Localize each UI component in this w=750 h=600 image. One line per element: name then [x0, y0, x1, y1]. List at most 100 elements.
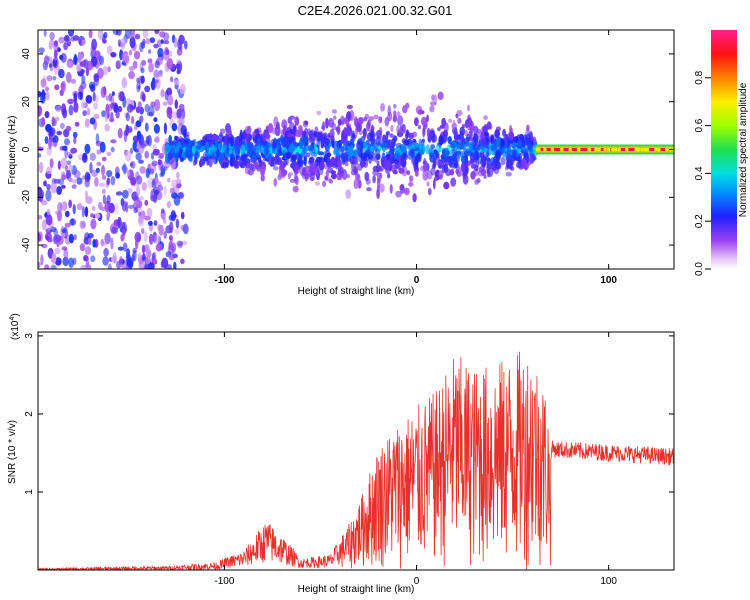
spectrogram-cell	[376, 163, 380, 173]
spectrogram-cell	[80, 100, 86, 109]
spectrogram-cell	[161, 88, 165, 97]
spectrogram-cell	[370, 145, 375, 153]
spectrogram-cell	[356, 139, 361, 150]
spectrogram-cell	[91, 205, 96, 211]
spectrogram-cell	[320, 163, 325, 169]
spectrogram-cell	[287, 133, 293, 138]
spectrogram-cell	[45, 91, 50, 101]
spectrogram-cell	[81, 205, 85, 218]
spectrogram-cell	[161, 208, 165, 214]
spectrogram-cell	[169, 187, 175, 194]
spectrogram-cell	[353, 178, 359, 190]
colorbar-label: Normalized spectral amplitude	[738, 82, 749, 217]
spectrogram-cell	[414, 117, 419, 127]
spectrogram-cell	[587, 147, 592, 152]
spectrogram-cell	[95, 133, 100, 145]
spectrogram-cell	[543, 147, 547, 152]
spectrogram-cell	[176, 240, 184, 247]
snr-y-label: SNR (10 * v/v)	[7, 420, 18, 484]
spectrogram-cell	[109, 117, 115, 123]
spectrogram-cell	[73, 101, 79, 113]
spectrogram-cell	[178, 191, 185, 199]
spectrogram-cell	[283, 139, 288, 145]
spectrogram-cell	[79, 52, 84, 60]
spectrogram-cell	[125, 112, 130, 122]
spectrogram-cell	[485, 137, 489, 144]
spectrogram-cell	[322, 180, 327, 188]
spectrogram-cell	[89, 162, 93, 174]
spectrogram-cell	[389, 184, 393, 194]
x-tick-label: 0	[414, 576, 420, 587]
spectrogram-cell	[146, 207, 153, 218]
spectrogram-cell	[376, 185, 380, 193]
spectrogram-cell	[43, 180, 47, 187]
spectrogram-cell	[260, 145, 264, 152]
spectrogram-cell	[263, 146, 270, 155]
spectrogram-cell	[175, 63, 181, 70]
spectrogram-cell	[391, 159, 394, 164]
spectrogram-cell	[337, 159, 341, 168]
spectrogram-cell	[251, 154, 257, 162]
spectrogram-cell	[426, 114, 429, 123]
spectrogram-cell	[128, 127, 132, 133]
spectrogram-cell	[180, 258, 185, 264]
spectrogram-cell	[184, 40, 188, 50]
spectrogram-cell	[292, 185, 299, 193]
spectrogram-cell	[158, 224, 164, 236]
y-tick-label: 1	[24, 489, 35, 495]
spectrogram-cell	[327, 167, 334, 174]
spectrogram-cell	[88, 236, 92, 246]
spectrogram-cell	[441, 117, 447, 127]
spectrogram-cell	[51, 116, 55, 127]
spectrogram-cell	[139, 115, 144, 123]
spectrogram-cell	[101, 175, 107, 180]
spectrogram-cell	[202, 136, 208, 141]
spectrogram-cell	[171, 123, 178, 132]
spectrogram-cell	[85, 94, 93, 104]
spectrogram-cell	[44, 111, 50, 119]
spectrogram-cell	[56, 130, 62, 136]
spectrogram-cell	[307, 144, 314, 152]
spectrogram-cell	[113, 104, 119, 113]
spectrogram-cell	[122, 242, 128, 252]
spectrogram-cell	[265, 133, 271, 140]
spectrogram-cell	[168, 241, 173, 250]
spectrogram-cell	[304, 120, 309, 126]
spectrogram-cell	[122, 96, 127, 108]
spectrogram-cell	[340, 152, 344, 162]
spectrogram-cell	[291, 155, 298, 161]
spectrogram-cell	[60, 122, 65, 129]
spectrogram-cell	[285, 151, 292, 160]
spectrogram-cell	[132, 60, 138, 69]
spectrogram-cell	[134, 33, 141, 40]
spectrogram-cell	[73, 170, 81, 179]
spectrogram-cell	[78, 39, 82, 45]
spectrogram-cell	[82, 153, 88, 163]
spectrogram-cell	[40, 92, 46, 104]
spectrogram-cell	[63, 34, 70, 43]
spectrogram-cell	[145, 37, 151, 45]
spectrogram-cell	[326, 157, 330, 167]
spectrogram-cell	[117, 105, 123, 113]
spectrogram-cell	[128, 71, 136, 80]
spectrogram-cell	[50, 181, 58, 194]
spectrogram-cell	[139, 196, 144, 201]
spectrogram-cell	[101, 164, 105, 177]
spectrogram-cell	[313, 130, 317, 138]
spectrogram-cell	[68, 177, 73, 182]
spectrogram-cell	[397, 155, 402, 162]
snr-scale-base: (x10	[10, 320, 21, 340]
spectrogram-cell	[439, 174, 443, 180]
spectrogram-cell	[278, 165, 285, 171]
spectrogram-cell	[153, 43, 159, 49]
spectrogram-cell	[521, 142, 526, 148]
spectrogram-cell	[45, 86, 49, 92]
spectrogram-cell	[98, 201, 103, 210]
spectrogram-cell	[414, 157, 419, 168]
spectrogram-cell	[308, 136, 312, 144]
spectrogram-cell	[240, 144, 246, 156]
spectrogram-cell	[68, 257, 74, 268]
spectrogram-cell	[76, 177, 83, 185]
spectrogram-cell	[54, 116, 60, 122]
spectrogram-cell	[80, 264, 88, 269]
